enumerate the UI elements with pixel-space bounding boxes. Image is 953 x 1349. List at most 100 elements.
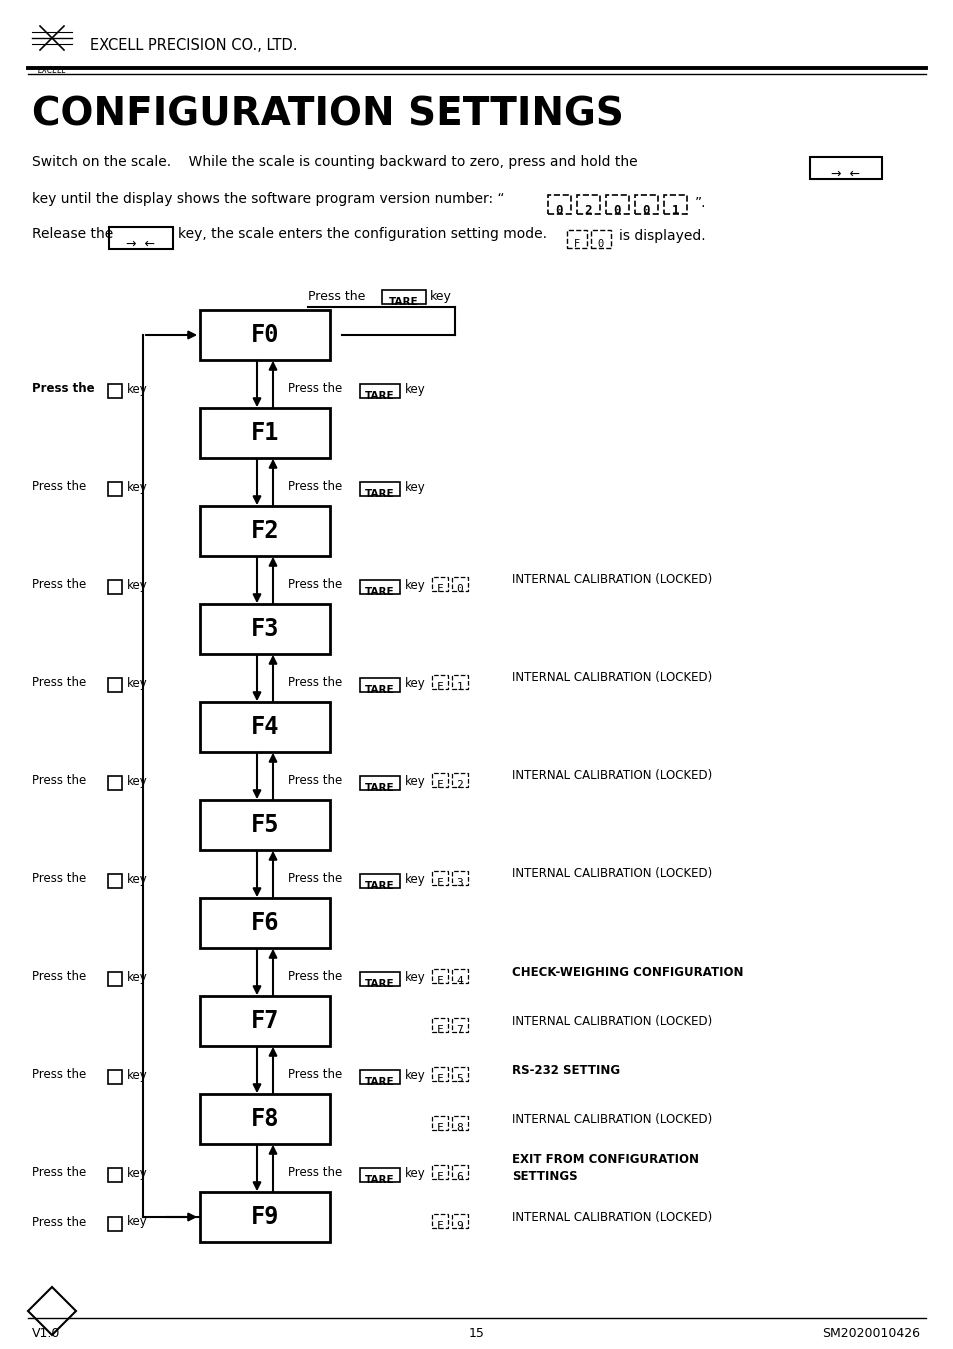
Text: 2: 2 xyxy=(584,204,592,217)
Bar xyxy=(547,196,571,214)
Text: 0: 0 xyxy=(556,204,562,217)
Bar xyxy=(359,1070,399,1085)
Text: Press the: Press the xyxy=(32,774,86,788)
Text: Release the: Release the xyxy=(32,227,113,241)
Bar xyxy=(590,229,610,248)
Bar xyxy=(452,1214,468,1228)
Text: TARE: TARE xyxy=(365,685,395,695)
Text: F: F xyxy=(574,239,579,250)
Text: SM2020010426: SM2020010426 xyxy=(821,1327,919,1340)
Bar xyxy=(432,871,448,885)
Bar xyxy=(577,196,599,214)
Text: F5: F5 xyxy=(251,813,279,836)
Text: 8: 8 xyxy=(456,1122,463,1133)
Text: Press the: Press the xyxy=(288,873,342,885)
Text: Press the: Press the xyxy=(288,970,342,983)
Bar xyxy=(200,604,330,654)
Bar xyxy=(432,1116,448,1130)
Text: key: key xyxy=(127,774,148,788)
Text: key: key xyxy=(127,480,148,494)
Text: Press the: Press the xyxy=(288,676,342,689)
Text: TARE: TARE xyxy=(365,979,395,989)
Text: key: key xyxy=(127,970,148,983)
Text: INTERNAL CALIBRATION (LOCKED): INTERNAL CALIBRATION (LOCKED) xyxy=(512,1210,712,1224)
Text: TARE: TARE xyxy=(365,782,395,793)
Bar xyxy=(200,1193,330,1242)
Text: key: key xyxy=(127,1215,148,1229)
Bar xyxy=(108,384,122,398)
Text: key: key xyxy=(405,676,425,689)
Text: TARE: TARE xyxy=(365,391,395,401)
Text: INTERNAL CALIBRATION (LOCKED): INTERNAL CALIBRATION (LOCKED) xyxy=(512,672,712,684)
Bar xyxy=(452,1166,468,1179)
Bar xyxy=(452,871,468,885)
Text: CHECK-WEIGHING CONFIGURATION: CHECK-WEIGHING CONFIGURATION xyxy=(512,966,742,978)
Text: 0: 0 xyxy=(642,204,650,217)
Text: key: key xyxy=(127,383,148,395)
Bar xyxy=(108,874,122,888)
Bar xyxy=(381,290,426,304)
Bar xyxy=(108,679,122,692)
Bar xyxy=(200,310,330,360)
Bar xyxy=(452,1018,468,1032)
Text: key: key xyxy=(405,1167,425,1179)
Bar xyxy=(359,874,399,888)
Text: INTERNAL CALIBRATION (LOCKED): INTERNAL CALIBRATION (LOCKED) xyxy=(512,769,712,782)
Text: key: key xyxy=(405,1068,425,1082)
Text: F9: F9 xyxy=(251,1205,279,1229)
Text: F: F xyxy=(436,1172,443,1182)
Bar xyxy=(432,1214,448,1228)
Text: 1: 1 xyxy=(671,204,679,217)
Text: 6: 6 xyxy=(456,1172,463,1182)
Bar xyxy=(635,196,658,214)
Text: EXCELL PRECISION CO., LTD.: EXCELL PRECISION CO., LTD. xyxy=(90,38,297,53)
Text: F: F xyxy=(436,1025,443,1035)
Bar xyxy=(359,384,399,398)
Text: Switch on the scale.    While the scale is counting backward to zero, press and : Switch on the scale. While the scale is … xyxy=(32,155,637,169)
Text: V1.0: V1.0 xyxy=(32,1327,60,1340)
Text: F: F xyxy=(436,780,443,791)
Bar xyxy=(200,996,330,1045)
Bar xyxy=(452,1067,468,1081)
Bar xyxy=(432,1067,448,1081)
Bar xyxy=(452,577,468,591)
Text: TARE: TARE xyxy=(365,881,395,890)
Text: 4: 4 xyxy=(456,975,463,986)
Text: key, the scale enters the configuration setting mode.: key, the scale enters the configuration … xyxy=(178,227,546,241)
Text: F: F xyxy=(436,683,443,692)
Text: key: key xyxy=(405,970,425,983)
Bar xyxy=(200,800,330,850)
Text: 7: 7 xyxy=(456,1025,463,1035)
Text: key: key xyxy=(405,774,425,788)
Text: TARE: TARE xyxy=(365,1175,395,1184)
Bar xyxy=(200,701,330,751)
Text: Press the: Press the xyxy=(308,290,365,304)
Bar xyxy=(452,1116,468,1130)
Text: key: key xyxy=(405,579,425,591)
Bar xyxy=(452,969,468,983)
Text: INTERNAL CALIBRATION (LOCKED): INTERNAL CALIBRATION (LOCKED) xyxy=(512,867,712,881)
Text: Press the: Press the xyxy=(32,970,86,983)
Text: key: key xyxy=(405,383,425,395)
Bar xyxy=(200,898,330,948)
Text: Press the: Press the xyxy=(288,579,342,591)
Bar xyxy=(809,156,882,179)
Text: 2: 2 xyxy=(456,780,463,791)
Text: key until the display shows the software program version number: “: key until the display shows the software… xyxy=(32,192,504,206)
Text: →  ←: → ← xyxy=(127,237,155,251)
Text: Press the: Press the xyxy=(32,1068,86,1082)
Text: →  ←: → ← xyxy=(831,169,860,181)
Text: Press the: Press the xyxy=(32,579,86,591)
Bar xyxy=(200,407,330,459)
Text: Press the: Press the xyxy=(32,873,86,885)
Bar xyxy=(359,1168,399,1182)
Text: 15: 15 xyxy=(469,1327,484,1340)
Bar xyxy=(452,773,468,786)
Text: TARE: TARE xyxy=(365,488,395,499)
Text: Press the: Press the xyxy=(288,774,342,788)
Text: F8: F8 xyxy=(251,1108,279,1130)
Text: EXCELL: EXCELL xyxy=(37,66,67,76)
Bar xyxy=(432,577,448,591)
Text: F4: F4 xyxy=(251,715,279,739)
Text: Press the: Press the xyxy=(32,676,86,689)
